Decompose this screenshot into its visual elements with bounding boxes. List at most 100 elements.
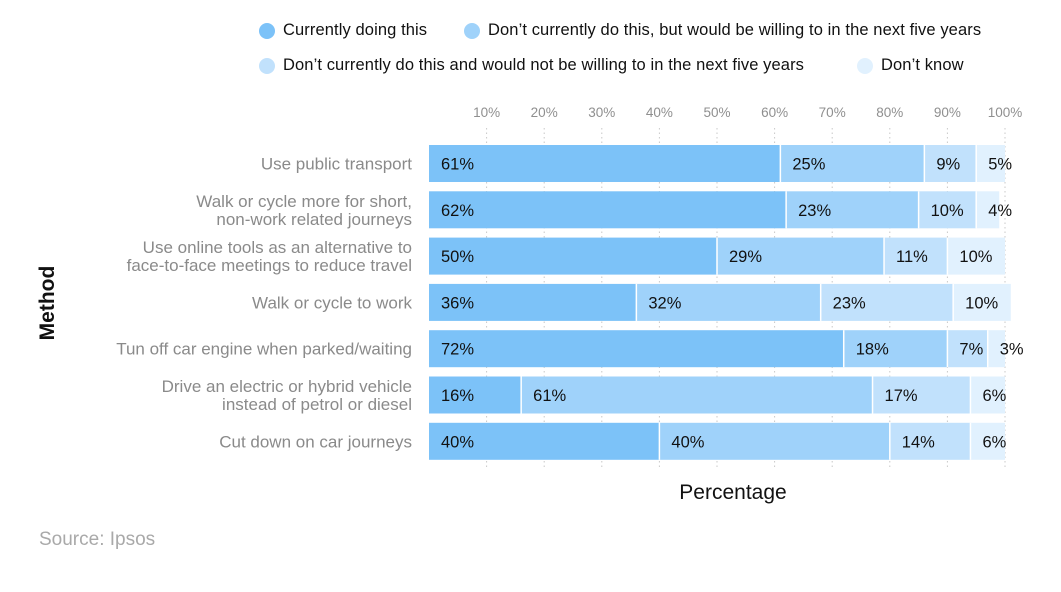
x-tick-label: 30% xyxy=(588,105,615,120)
category-label: Walk or cycle more for short, xyxy=(196,192,412,211)
legend-item-dont-know[interactable]: Don’t know xyxy=(857,56,964,75)
bar-segment[interactable] xyxy=(659,422,890,460)
bar-segment[interactable] xyxy=(820,283,954,321)
bar-segment[interactable] xyxy=(429,376,522,414)
data-label: 36% xyxy=(441,294,474,312)
bar-segment[interactable] xyxy=(429,283,637,321)
data-label: 3% xyxy=(1000,341,1024,359)
category-label: Cut down on car journeys xyxy=(219,432,412,451)
data-label: 29% xyxy=(729,248,762,266)
bar-segment[interactable] xyxy=(987,330,1005,368)
bar-segment[interactable] xyxy=(947,237,1005,275)
bar-segment[interactable] xyxy=(429,422,660,460)
bar-segment[interactable] xyxy=(872,376,971,414)
data-label: 10% xyxy=(959,248,992,266)
legend-label-currently-doing: Currently doing this xyxy=(283,21,428,39)
data-label: 6% xyxy=(982,387,1006,405)
x-tick-label: 60% xyxy=(761,105,788,120)
category-label: Use online tools as an alternative to xyxy=(143,238,412,257)
data-label: 25% xyxy=(792,156,825,174)
bar-segment[interactable] xyxy=(521,376,873,414)
data-label: 16% xyxy=(441,387,474,405)
category-label: instead of petrol or diesel xyxy=(222,395,412,414)
legend-label-dont-know: Don’t know xyxy=(881,56,964,74)
data-label: 61% xyxy=(533,387,566,405)
bar-segment[interactable] xyxy=(786,191,919,229)
y-axis: Use public transport Walk or cycle more f… xyxy=(116,155,412,452)
x-tick-label: 40% xyxy=(646,105,673,120)
bar-segment[interactable] xyxy=(970,422,1005,460)
bar-row[interactable]: 61% 25% 9% 5% xyxy=(429,145,1012,182)
legend-item-currently-doing[interactable]: Currently doing this xyxy=(259,21,427,40)
x-tick-label: 10% xyxy=(473,105,500,120)
bar-segment[interactable] xyxy=(884,237,948,275)
category-label: Use public transport xyxy=(261,155,412,174)
bars: 61% 25% 9% 5% 62% 23% 10% 4% 50% 29% 11% 10% 36% 32% 2… xyxy=(429,145,1024,460)
bar-segment[interactable] xyxy=(717,237,885,275)
bar-row[interactable]: 40% 40% 14% 6% xyxy=(429,422,1007,460)
x-tick-label: 50% xyxy=(703,105,730,120)
bar-segment[interactable] xyxy=(429,330,844,368)
category-label: face-to-face meetings to reduce travel xyxy=(127,256,412,275)
legend-item-not-willing[interactable]: Don’t currently do this and would not be… xyxy=(259,56,804,75)
data-label: 18% xyxy=(856,341,889,359)
category-label: Tun off car engine when parked/waiting xyxy=(116,340,412,359)
data-label: 40% xyxy=(671,433,704,451)
data-label: 62% xyxy=(441,202,474,220)
bar-segment[interactable] xyxy=(924,145,977,182)
data-label: 11% xyxy=(896,248,928,266)
legend-item-willing[interactable]: Don’t currently do this, but would be wi… xyxy=(464,21,981,40)
bar-row[interactable]: 72% 18% 7% 3% xyxy=(429,330,1024,368)
bar-segment[interactable] xyxy=(429,191,787,229)
category-label: Drive an electric or hybrid vehicle xyxy=(162,377,412,396)
data-label: 61% xyxy=(441,156,474,174)
bar-segment[interactable] xyxy=(780,145,925,182)
source-note: Source: Ipsos xyxy=(39,529,156,550)
bar-row[interactable]: 16% 61% 17% 6% xyxy=(429,376,1007,414)
data-label: 40% xyxy=(441,433,474,451)
bar-segment[interactable] xyxy=(947,330,988,368)
bar-row[interactable]: 36% 32% 23% 10% xyxy=(429,283,1011,321)
data-label: 4% xyxy=(988,202,1012,220)
data-label: 23% xyxy=(798,202,831,220)
bar-segment[interactable] xyxy=(976,145,1005,182)
bar-row[interactable]: 50% 29% 11% 10% xyxy=(429,237,1005,275)
data-label: 10% xyxy=(931,202,964,220)
legend-swatch-currently-doing xyxy=(259,22,275,39)
x-tick-label: 70% xyxy=(819,105,846,120)
data-label: 9% xyxy=(936,156,960,174)
bar-row[interactable]: 62% 23% 10% 4% xyxy=(429,191,1012,229)
y-axis-title: Method xyxy=(36,266,59,341)
legend-swatch-willing xyxy=(464,22,480,39)
x-tick-label: 80% xyxy=(876,105,903,120)
legend-swatch-not-willing xyxy=(259,57,275,74)
legend-label-not-willing: Don’t currently do this and would not be… xyxy=(283,56,805,74)
bar-segment[interactable] xyxy=(429,237,717,275)
bar-segment[interactable] xyxy=(843,330,948,368)
data-label: 6% xyxy=(982,433,1006,451)
bar-segment[interactable] xyxy=(918,191,977,229)
data-label: 50% xyxy=(441,248,474,266)
data-label: 14% xyxy=(902,433,935,451)
bar-segment[interactable] xyxy=(953,283,1011,321)
data-label: 72% xyxy=(441,341,474,359)
bar-segment[interactable] xyxy=(889,422,971,460)
bar-segment[interactable] xyxy=(429,145,781,182)
data-label: 32% xyxy=(648,294,681,312)
category-label: non-work related journeys xyxy=(216,210,412,229)
data-label: 7% xyxy=(959,341,983,359)
data-label: 5% xyxy=(988,156,1012,174)
bar-segment[interactable] xyxy=(970,376,1005,414)
category-label: Walk or cycle to work xyxy=(252,293,412,312)
data-label: 17% xyxy=(885,387,918,405)
x-tick-label: 90% xyxy=(934,105,961,120)
data-label: 10% xyxy=(965,294,998,312)
legend-swatch-dont-know xyxy=(857,57,873,74)
data-label: 23% xyxy=(833,294,866,312)
x-axis-title: Percentage xyxy=(679,481,786,504)
x-tick-label: 100% xyxy=(988,105,1023,120)
legend-label-willing: Don’t currently do this, but would be wi… xyxy=(488,21,982,39)
bar-segment[interactable] xyxy=(636,283,821,321)
bar-segment[interactable] xyxy=(976,191,1000,229)
